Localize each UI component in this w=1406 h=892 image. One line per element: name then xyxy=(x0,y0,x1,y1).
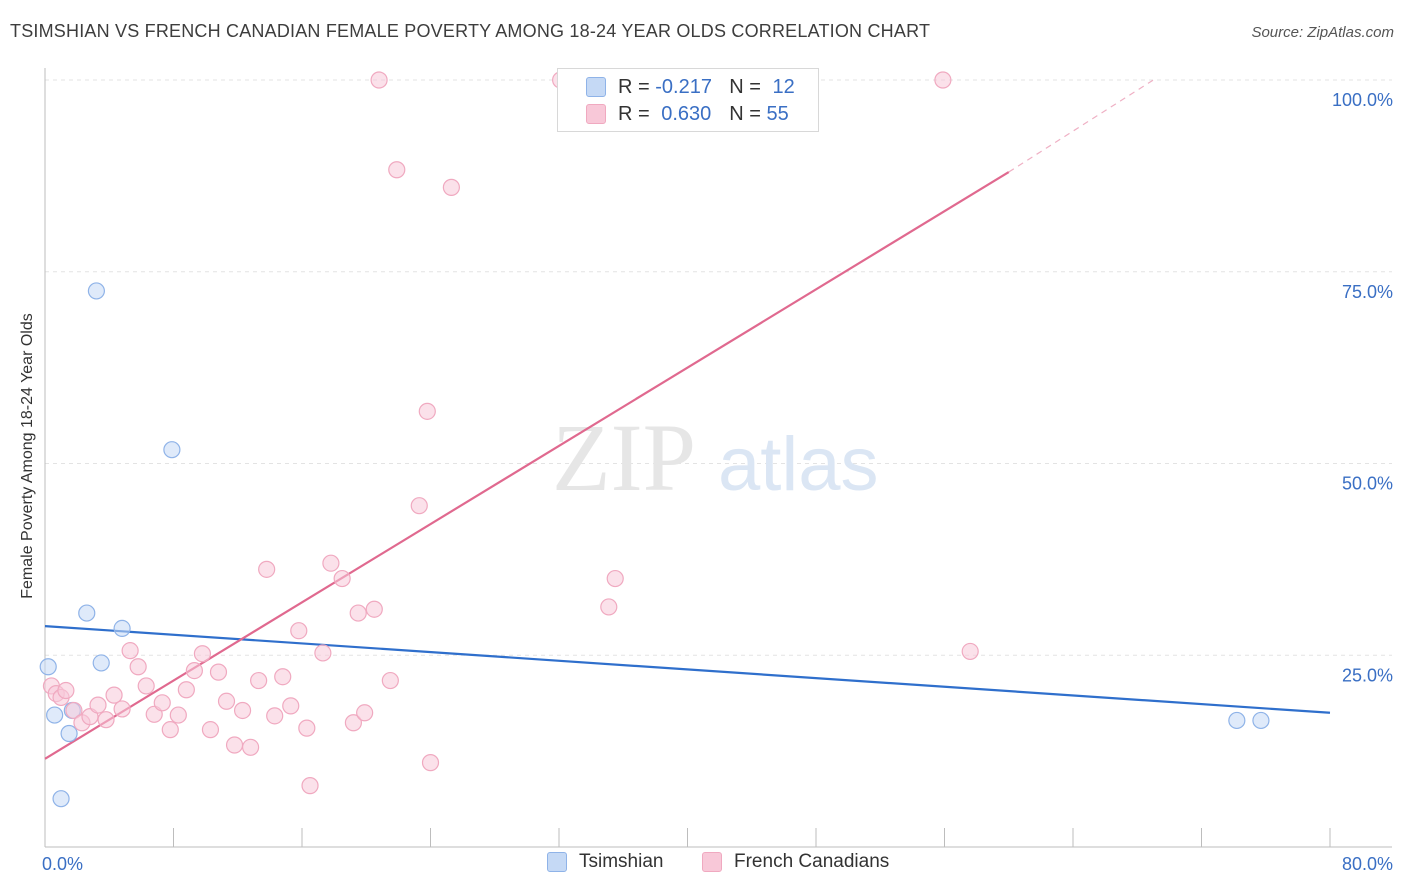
french-canadians-point xyxy=(301,777,319,795)
y-tick-label: 25.0% xyxy=(1342,665,1393,685)
french-canadians-point xyxy=(365,600,383,618)
y-tick-label: 75.0% xyxy=(1342,282,1393,302)
grid xyxy=(45,79,1392,656)
tsimshian-point xyxy=(1252,711,1270,730)
legend-row-french-canadians: R = 0.630 N = 55 xyxy=(558,100,789,128)
bottom-legend-french-canadians: French Canadians xyxy=(702,851,889,873)
tsimshian-legend-label: Tsimshian xyxy=(579,851,664,872)
french-canadians-point xyxy=(57,681,75,700)
legend-r-label: R = xyxy=(618,102,650,125)
french-canadians-point xyxy=(388,161,406,179)
french-canadians-point xyxy=(274,668,292,686)
french-canadians-point xyxy=(233,701,252,720)
french-canadians-point xyxy=(161,721,179,739)
french-canadians-point xyxy=(105,686,123,704)
french-canadians-point xyxy=(97,711,115,729)
source-label: Source: ZipAtlas.com xyxy=(1251,24,1394,41)
french-canadians-point xyxy=(606,569,624,588)
french-canadians-point xyxy=(201,721,220,739)
french-canadians-point xyxy=(282,697,300,715)
french-canadians-point xyxy=(258,560,276,578)
french-canadians-point xyxy=(169,706,187,724)
tsimshian-swatch xyxy=(586,77,606,97)
french-canadians-point xyxy=(121,642,139,660)
french-canadians-point xyxy=(185,661,203,680)
tsimshian-point xyxy=(39,658,57,676)
french-canadians-point xyxy=(113,700,131,718)
french-canadians-legend-swatch xyxy=(702,852,722,872)
french-canadians-point xyxy=(266,707,284,725)
french-canadians-point xyxy=(290,622,308,640)
french-canadians-point xyxy=(418,402,436,420)
tsimshian-point xyxy=(78,604,96,622)
tsimshian-point xyxy=(92,654,110,672)
french-canadians-point xyxy=(217,692,236,710)
french-canadians-point xyxy=(137,677,155,695)
y-tick-label: 100.0% xyxy=(1332,90,1393,110)
french-canadians-point xyxy=(934,71,952,89)
bottom-legend-tsimshian: Tsimshian xyxy=(547,851,663,873)
tsimshian-point xyxy=(60,724,78,743)
french-canadians-point xyxy=(250,671,268,690)
french-canadians-point xyxy=(356,704,374,722)
french-canadians-point xyxy=(333,569,351,588)
french-canadians-point xyxy=(381,671,399,690)
legend-r-label: R = xyxy=(618,75,650,98)
french-canadians-point xyxy=(153,694,171,712)
legend-r-value: -0.217 xyxy=(655,75,712,98)
french-canadians-point xyxy=(177,681,195,699)
legend-n-value: 55 xyxy=(766,102,789,125)
french-canadians-point xyxy=(421,754,440,772)
french-canadians-point xyxy=(193,645,212,663)
tsimshian-trend-line xyxy=(44,625,1331,714)
legend-n-label: N = xyxy=(729,75,761,98)
french-canadians-point xyxy=(410,497,428,515)
french-canadians-point xyxy=(961,642,979,661)
y-tick-label: 50.0% xyxy=(1342,474,1393,494)
axes xyxy=(44,68,1392,848)
tsimshian-point xyxy=(163,441,181,459)
french-canadians-point xyxy=(242,738,260,756)
french-canadians-point xyxy=(129,658,147,676)
french-canadians-point xyxy=(209,663,228,681)
x-tick-label: 0.0% xyxy=(42,854,83,874)
tsimshian-legend-swatch xyxy=(547,852,567,872)
french-canadians-point xyxy=(349,604,367,622)
french-canadians-point xyxy=(370,71,388,89)
tsimshian-point xyxy=(52,790,70,808)
legend-r-value: 0.630 xyxy=(661,102,712,125)
french-canadians-point xyxy=(344,714,362,732)
correlation-legend: R = -0.217 N = 12 R = 0.630 N = 55 xyxy=(557,68,819,132)
french-canadians-legend-label: French Canadians xyxy=(734,851,890,872)
french-canadians-point xyxy=(225,736,244,754)
watermark-zip: ZIP xyxy=(552,404,696,511)
french-canadians-point xyxy=(600,598,618,616)
tsimshian-point xyxy=(46,706,64,724)
french-canadians-point xyxy=(89,696,107,714)
legend-n-label: N = xyxy=(729,102,761,125)
french-canadians-point xyxy=(322,554,340,572)
tsimshian-point xyxy=(113,619,131,638)
french-canadians-point xyxy=(314,644,332,662)
watermark: ZIP atlas xyxy=(552,404,879,511)
french-canadians-point xyxy=(298,719,316,737)
tsimshian-point xyxy=(87,282,106,300)
french-canadians-point xyxy=(442,178,460,196)
french-canadians-swatch xyxy=(586,104,606,124)
tsimshian-point xyxy=(1228,711,1246,730)
french-canadians-trend-extension xyxy=(1008,79,1154,173)
french-canadians-point xyxy=(65,701,83,720)
legend-row-tsimshian: R = -0.217 N = 12 xyxy=(558,73,795,101)
chart-title: TSIMSHIAN VS FRENCH CANADIAN FEMALE POVE… xyxy=(10,21,931,41)
legend-n-value: 12 xyxy=(772,75,795,98)
watermark-atlas: atlas xyxy=(718,422,879,507)
x-tick-label: 80.0% xyxy=(1342,854,1393,874)
tick-labels: 25.0% 50.0% 75.0% 100.0% 0.0% 80.0% xyxy=(42,90,1393,874)
